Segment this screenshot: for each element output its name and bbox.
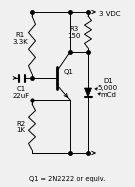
Text: Q1 = 2N2222 or equiv.: Q1 = 2N2222 or equiv.	[29, 176, 106, 182]
Text: R2
1K: R2 1K	[16, 120, 26, 134]
Text: R3
150: R3 150	[67, 25, 81, 39]
Text: D1
5,000
mCd: D1 5,000 mCd	[98, 78, 118, 98]
Text: C1
22uF: C1 22uF	[12, 85, 30, 99]
Text: R1
3.3K: R1 3.3K	[12, 31, 28, 45]
Polygon shape	[85, 88, 92, 97]
Text: 3 VDC: 3 VDC	[99, 11, 121, 17]
Text: Q1: Q1	[64, 69, 74, 75]
